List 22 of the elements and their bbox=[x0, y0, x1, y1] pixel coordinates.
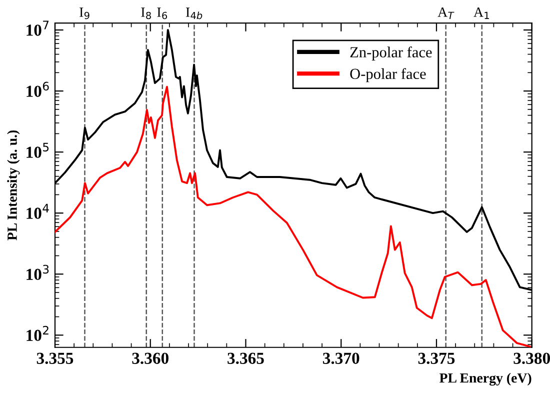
x-tick-label: 3.355 bbox=[36, 352, 74, 364]
ref-line-label: I$_{6}$ bbox=[157, 8, 168, 20]
ref-line-label: I$_{9}$ bbox=[80, 8, 90, 20]
x-tick-label: 3.370 bbox=[322, 352, 360, 364]
x-tick-label: 3.375 bbox=[418, 352, 455, 364]
y-tick-label: 10$^{4}$ bbox=[26, 204, 49, 219]
x-tick-label: 3.365 bbox=[228, 352, 264, 364]
y-tick-label: 10$^{5}$ bbox=[26, 142, 49, 158]
x-tick-label: 3.360 bbox=[132, 352, 168, 364]
x-axis-title: PL Energy (eV) bbox=[440, 372, 532, 386]
ref-line-label: I$_{8}$ bbox=[141, 8, 151, 20]
ref-line-label: A$_{1}$ bbox=[474, 8, 489, 19]
y-tick-label: 10$^{2}$ bbox=[26, 326, 48, 342]
ref-line-label: I$_{4b}$ bbox=[186, 8, 202, 20]
legend-label: O-polar face bbox=[350, 68, 426, 82]
y-tick-label: 10$^{3}$ bbox=[26, 264, 49, 280]
y-axis-title: PL Intensity (a. u.) bbox=[7, 130, 20, 240]
ref-line-label: A$_{T}$ bbox=[438, 8, 454, 19]
y-tick-label: 10$^{6}$ bbox=[26, 82, 49, 97]
legend-label: Zn-polar face bbox=[350, 46, 432, 61]
x-tick-label: 3.380 bbox=[514, 352, 550, 364]
y-tick-label: 10$^{7}$ bbox=[26, 20, 49, 36]
